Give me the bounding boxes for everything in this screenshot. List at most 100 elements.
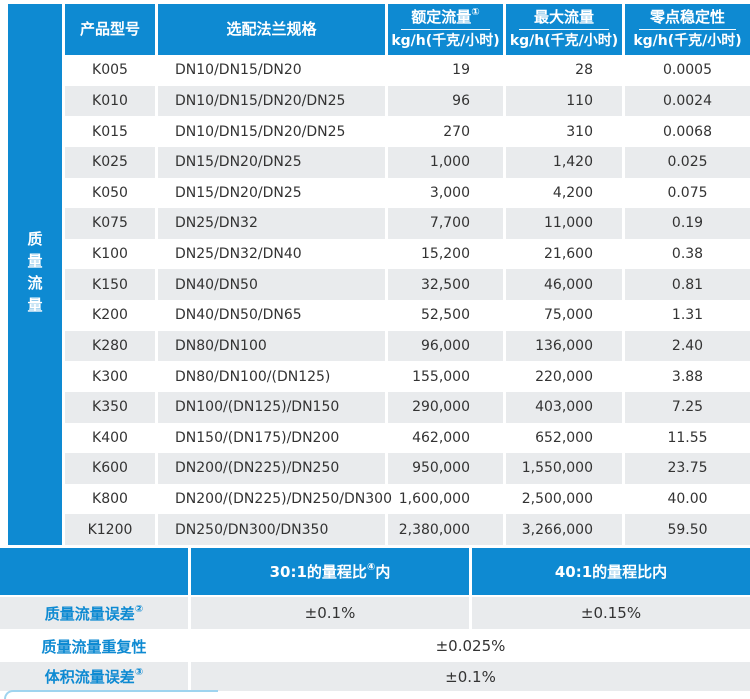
cell-zero-stability: 23.75 — [625, 453, 750, 484]
cell-zero-stability: 0.19 — [625, 208, 750, 239]
repeatability-label: 质量流量重复性 — [0, 632, 188, 660]
cell-rated-flow: 19 — [452, 62, 470, 79]
cell-max-flow: 136,000 — [506, 330, 622, 362]
cell-max-flow: 310 — [566, 123, 593, 140]
accuracy-row-repeatability: 质量流量重复性 ±0.025% — [0, 632, 750, 660]
cell-zero-stability: 0.0024 — [625, 85, 750, 117]
cell-product-model: K400 — [92, 429, 128, 446]
table-row: K300 DN80/DN100/(DN125) 155,000 220,000 … — [65, 361, 750, 392]
cell-flange-spec: DN10/DN15/DN20 — [175, 62, 302, 79]
mass-flow-error-label: 质量流量误差② — [0, 597, 188, 629]
header-divider-line — [400, 29, 491, 31]
table-row: K015 DN10/DN15/DN20/DN25 270 310 0.0068 — [65, 116, 750, 147]
cell-zero-stability: 0.075 — [667, 184, 708, 201]
cell-max-flow: 4,200 — [552, 184, 593, 201]
cell-product-model: K050 — [92, 184, 128, 201]
accuracy-row-mass-flow-error: 质量流量误差② ±0.1% ±0.15% — [0, 597, 750, 629]
accuracy-header-blank — [0, 548, 188, 595]
cell-flange-spec: DN10/DN15/DN20/DN25 — [158, 85, 385, 117]
footnote-marker-4: ④ — [366, 562, 376, 573]
table-row: K400 DN150/(DN175)/DN200 462,000 652,000… — [65, 423, 750, 454]
cell-zero-stability: 59.50 — [625, 514, 750, 545]
table-body: K005 DN10/DN15/DN20 19 28 0.0005 K010 DN… — [65, 55, 750, 545]
header-zero-stability-unit: kg/h(千克/小时) — [633, 33, 742, 50]
row-group-label: 质量流量 — [25, 230, 44, 319]
cell-rated-flow: 52,500 — [421, 307, 470, 324]
table-row: K150 DN40/DN50 32,500 46,000 0.81 — [65, 269, 750, 300]
cell-flange-spec: DN25/DN32 — [158, 208, 385, 239]
cell-flange-spec: DN80/DN100 — [158, 330, 385, 362]
table-row: K350 DN100/(DN125)/DN150 290,000 403,000… — [65, 391, 750, 423]
table-row: K050 DN15/DN20/DN25 3,000 4,200 0.075 — [65, 178, 750, 209]
cell-rated-flow: 290,000 — [388, 391, 503, 423]
cell-product-model: K010 — [65, 85, 155, 117]
volume-flow-error-value: ±0.1% — [191, 662, 750, 691]
cell-zero-stability: 7.25 — [625, 391, 750, 423]
cell-max-flow: 21,600 — [544, 246, 593, 263]
accuracy-header-turndown-40: 40:1的量程比内 — [472, 548, 750, 595]
cell-flange-spec: DN80/DN100/(DN125) — [175, 368, 331, 385]
cell-rated-flow: 7,700 — [388, 208, 503, 239]
repeatability-value: ±0.025% — [191, 632, 750, 660]
cell-max-flow: 2,500,000 — [521, 491, 593, 508]
cell-max-flow: 3,266,000 — [506, 514, 622, 545]
footnote-marker-2: ② — [134, 603, 144, 615]
cell-flange-spec: DN15/DN20/DN25 — [175, 184, 302, 201]
cell-product-model: K600 — [65, 453, 155, 484]
footnote-marker-1: ① — [471, 7, 480, 19]
mass-flow-table-section: 质量流量 产品型号 选配法兰规格 额定流量① kg/h(千克/小时) 最大流量 — [0, 4, 750, 545]
cell-flange-spec: DN25/DN32/DN40 — [175, 246, 302, 263]
cell-rated-flow: 462,000 — [412, 429, 470, 446]
cell-product-model: K200 — [92, 307, 128, 324]
accuracy-header-turndown-30: 30:1的量程比④内 — [191, 548, 469, 595]
header-max-flow-unit: kg/h(千克/小时) — [509, 33, 619, 50]
cell-flange-spec: DN250/DN300/DN350 — [158, 514, 385, 545]
cell-product-model: K005 — [92, 62, 128, 79]
accuracy-header-row: 30:1的量程比④内 40:1的量程比内 — [0, 548, 750, 595]
cell-zero-stability: 1.31 — [671, 307, 704, 324]
cell-product-model: K075 — [65, 208, 155, 239]
cell-max-flow: 652,000 — [535, 429, 593, 446]
cell-zero-stability: 0.025 — [625, 146, 750, 178]
cell-flange-spec: DN200/(DN225)/DN250/DN300 — [175, 491, 392, 508]
table-row: K025 DN15/DN20/DN25 1,000 1,420 0.025 — [65, 146, 750, 178]
header-rated-flow: 额定流量① kg/h(千克/小时) — [388, 4, 503, 55]
cell-product-model: K350 — [65, 391, 155, 423]
cell-zero-stability: 0.38 — [671, 246, 704, 263]
cell-rated-flow: 950,000 — [388, 453, 503, 484]
mass-flow-error-value-40: ±0.15% — [472, 597, 750, 629]
flow-spec-table: 产品型号 选配法兰规格 额定流量① kg/h(千克/小时) 最大流量 kg/h(… — [65, 4, 750, 545]
cell-max-flow: 220,000 — [535, 368, 593, 385]
header-flange: 选配法兰规格 — [158, 4, 385, 55]
header-zero-stability-title: 零点稳定性 — [649, 8, 725, 27]
cell-flange-spec: DN10/DN15/DN20/DN25 — [175, 123, 346, 140]
table-row: K005 DN10/DN15/DN20 19 28 0.0005 — [65, 55, 750, 86]
cell-product-model: K800 — [92, 491, 128, 508]
cell-max-flow: 403,000 — [506, 391, 622, 423]
table-header-row: 产品型号 选配法兰规格 额定流量① kg/h(千克/小时) 最大流量 kg/h(… — [65, 4, 750, 55]
turndown-30-label: 30:1的量程比④内 — [269, 562, 391, 582]
cell-zero-stability: 11.55 — [667, 429, 708, 446]
header-divider-line — [638, 29, 737, 31]
cell-zero-stability: 0.81 — [625, 269, 750, 300]
header-rated-flow-title: 额定流量① — [411, 7, 480, 27]
cell-flange-spec: DN100/(DN125)/DN150 — [158, 391, 385, 423]
footnote-marker-3: ③ — [134, 667, 144, 678]
header-max-flow-title: 最大流量 — [533, 8, 594, 27]
cell-product-model: K1200 — [65, 514, 155, 545]
cell-max-flow: 46,000 — [506, 269, 622, 300]
accuracy-section: 30:1的量程比④内 40:1的量程比内 质量流量误差② ±0.1% ±0.15… — [0, 548, 750, 693]
table-row: K800 DN200/(DN225)/DN250/DN300 1,600,000… — [65, 484, 750, 515]
table-row: K010 DN10/DN15/DN20/DN25 96 110 0.0024 — [65, 85, 750, 117]
table-row: K200 DN40/DN50/DN65 52,500 75,000 1.31 — [65, 300, 750, 331]
cell-rated-flow: 3,000 — [429, 184, 470, 201]
table-row: K600 DN200/(DN225)/DN250 950,000 1,550,0… — [65, 453, 750, 484]
cell-product-model: K025 — [65, 146, 155, 178]
cell-flange-spec: DN40/DN50 — [158, 269, 385, 300]
cell-rated-flow: 155,000 — [412, 368, 470, 385]
cell-zero-stability: 0.0068 — [663, 123, 712, 140]
cell-product-model: K100 — [92, 246, 128, 263]
cell-zero-stability: 3.88 — [671, 368, 704, 385]
cell-max-flow: 28 — [575, 62, 593, 79]
